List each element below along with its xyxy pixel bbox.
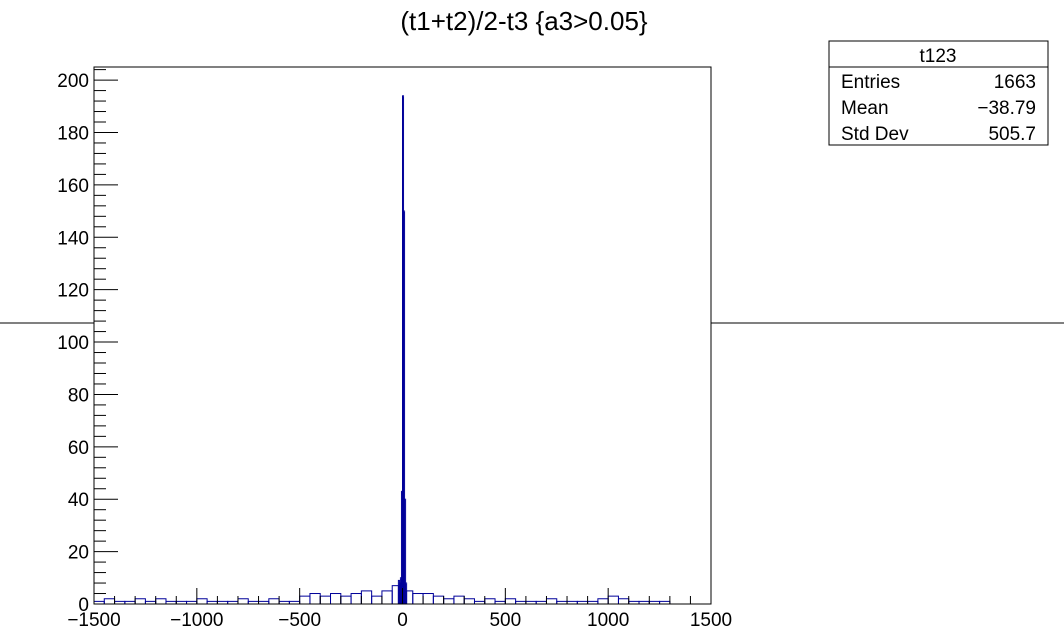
histogram-bin (422, 593, 434, 605)
chart-title: (t1+t2)/2-t3 {a3>0.05} (400, 6, 648, 36)
y-tick-label: 20 (68, 543, 89, 564)
histogram-bin (412, 593, 424, 605)
y-tick-label: 140 (57, 228, 89, 249)
histogram-bin (319, 595, 332, 605)
x-tick-label: 500 (489, 610, 521, 631)
histogram-bin (268, 598, 280, 605)
histogram-bin (103, 598, 116, 605)
stats-box[interactable]: t123 Entries 1663 Mean −38.79 Std Dev 50… (828, 40, 1049, 146)
stats-box-frame (828, 40, 1049, 146)
y-tick-label: 40 (68, 490, 89, 511)
histogram-bin (391, 585, 399, 605)
stats-value-mean: −38.79 (977, 98, 1036, 119)
histogram-bin (504, 598, 517, 605)
histogram-bin (463, 598, 475, 605)
x-tick-label: −1000 (170, 610, 223, 631)
y-tick-label: 180 (57, 123, 89, 144)
histogram-bin (597, 598, 609, 605)
histogram-bin (406, 590, 414, 605)
histogram-bin (360, 590, 373, 605)
histogram-bin (371, 595, 383, 605)
stats-value-std-dev: 505.7 (988, 124, 1036, 145)
histogram-bin (237, 598, 249, 605)
stats-label-std-dev: Std Dev (841, 124, 909, 145)
histogram-bin (196, 598, 208, 605)
stats-box-title: t123 (920, 46, 957, 67)
histogram-bin (432, 595, 445, 605)
stats-value-entries: 1663 (994, 72, 1036, 93)
histogram-bin (155, 598, 167, 605)
histogram-bin (350, 593, 362, 605)
histogram-bin (340, 595, 352, 605)
stats-label-entries: Entries (841, 72, 900, 93)
y-tick-label: 160 (57, 176, 89, 197)
histogram-series (93, 95, 671, 605)
histogram-bin (309, 593, 321, 605)
histogram-bin (545, 598, 558, 605)
x-tick-label: −500 (278, 610, 321, 631)
y-tick-label: 80 (68, 385, 89, 406)
y-tick-label: 120 (57, 281, 89, 302)
y-tick-label: 60 (68, 438, 89, 459)
y-tick-label: 100 (57, 333, 89, 354)
histogram-bin (453, 595, 465, 605)
x-tick-label: 1500 (690, 610, 732, 631)
axes: 0 20 40 60 80 100 120 140 160 180 200 −1500 −1000 −50… (57, 69, 732, 631)
histogram-bin (134, 598, 146, 605)
stats-label-mean: Mean (841, 98, 889, 119)
x-tick-label: −1500 (67, 610, 120, 631)
plot-frame (93, 66, 712, 605)
histogram-bin (299, 595, 311, 605)
histogram-bin (607, 595, 619, 605)
x-tick-label: 1000 (587, 610, 629, 631)
y-tick-label: 0 (78, 595, 89, 616)
histogram-bin (381, 590, 393, 605)
histogram-bin (443, 598, 455, 605)
histogram-bin (484, 598, 496, 605)
histogram-bin (617, 598, 630, 605)
y-tick-label: 200 (57, 71, 89, 92)
x-tick-label: 0 (397, 610, 408, 631)
histogram-bin (330, 593, 342, 605)
